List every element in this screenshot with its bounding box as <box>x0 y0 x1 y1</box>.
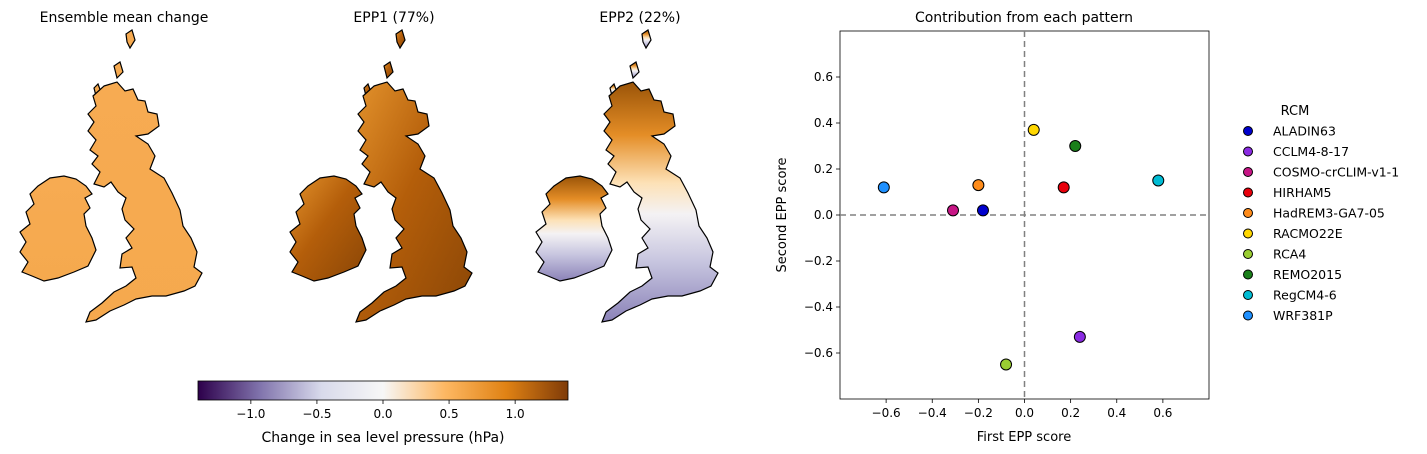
data-point-hadrem3-ga7-05 <box>972 179 985 192</box>
legend-item: HadREM3-GA7-05 <box>1243 206 1385 221</box>
legend-marker <box>1243 310 1253 321</box>
legend-item: COSMO-crCLIM-v1-1 <box>1243 165 1399 180</box>
legend-item: RCA4 <box>1243 247 1306 262</box>
x-tick-label: −0.2 <box>964 406 993 420</box>
data-point-hirham5 <box>1057 181 1070 194</box>
colorbar-label: Change in sea level pressure (hPa) <box>261 430 504 446</box>
legend-label: RegCM4-6 <box>1273 288 1337 303</box>
y-axis-label: Second EPP score <box>775 158 790 273</box>
y-tick-label: −0.4 <box>804 300 833 314</box>
legend-marker <box>1243 126 1253 136</box>
x-tick-label: −0.4 <box>918 406 947 420</box>
data-point-racmo22e <box>1027 123 1040 136</box>
x-tick-label: 0.6 <box>1153 406 1172 420</box>
legend-marker <box>1243 290 1253 300</box>
data-point-rca4 <box>1000 358 1013 371</box>
x-axis-label: First EPP score <box>977 430 1071 445</box>
x-tick-label: 0.0 <box>1015 406 1034 420</box>
uk-map-2 <box>289 29 473 323</box>
y-tick-label: 0.0 <box>814 208 833 222</box>
colorbar-tick-label: 0.0 <box>373 407 392 421</box>
map-panel-3: EPP2 (22%) <box>535 10 719 323</box>
data-point-cosmo-crclim-v1-1 <box>947 204 960 217</box>
map-panel-2: EPP1 (77%) <box>289 10 473 323</box>
legend-label: REMO2015 <box>1273 267 1342 282</box>
legend-item: RegCM4-6 <box>1243 288 1337 303</box>
y-tick-label: 0.4 <box>814 116 833 130</box>
legend-item: REMO2015 <box>1243 267 1342 282</box>
legend-item: RACMO22E <box>1243 226 1343 241</box>
legend-label: HadREM3-GA7-05 <box>1273 206 1385 221</box>
colorbar-tick-label: −1.0 <box>236 407 265 421</box>
legend-marker <box>1243 269 1253 280</box>
scatter-panel: Contribution from each pattern −0.6 −0.4 −… <box>775 10 1210 445</box>
legend-label: RCA4 <box>1273 247 1306 262</box>
legend-marker <box>1243 249 1253 259</box>
x-tick-label: 0.4 <box>1107 406 1126 420</box>
data-point-remo2015 <box>1069 140 1082 152</box>
legend-marker <box>1243 146 1253 157</box>
legend-label: ALADIN63 <box>1273 124 1336 139</box>
legend: RCM ALADIN63 CCLM4-8-17 COSMO-crCLIM-v1-1 H… <box>1243 104 1399 323</box>
legend-label: WRF381P <box>1273 308 1333 323</box>
x-tick-label: −0.6 <box>872 406 901 420</box>
map-title-3: EPP2 (22%) <box>599 10 680 26</box>
legend-label: RACMO22E <box>1273 226 1343 241</box>
legend-item: WRF381P <box>1243 308 1333 323</box>
map-panel-1: Ensemble mean change <box>19 10 209 323</box>
map-title-1: Ensemble mean change <box>40 10 209 26</box>
legend-label: HIRHAM5 <box>1273 185 1331 200</box>
legend-marker <box>1243 228 1253 239</box>
x-tick-label: 0.2 <box>1061 406 1080 420</box>
legend-marker <box>1243 208 1253 218</box>
legend-item: HIRHAM5 <box>1243 185 1331 200</box>
legend-item: CCLM4-8-17 <box>1243 144 1349 159</box>
legend-label: COSMO-crCLIM-v1-1 <box>1273 165 1399 180</box>
colorbar-bar <box>197 380 569 401</box>
uk-map-1 <box>19 29 203 323</box>
legend-label: CCLM4-8-17 <box>1273 144 1349 159</box>
legend-item: ALADIN63 <box>1243 124 1336 139</box>
data-point-wrf381p <box>877 181 890 194</box>
y-tick-label: 0.6 <box>814 70 833 84</box>
y-tick-label: −0.2 <box>804 254 833 268</box>
data-point-cclm4-8-17 <box>1073 330 1086 343</box>
y-tick-label: −0.6 <box>804 346 833 360</box>
data-point-aladin63 <box>976 204 989 217</box>
legend-marker <box>1243 167 1253 177</box>
colorbar: −1.0 −0.5 0.0 0.5 1.0 Change in sea level pr… <box>197 380 569 446</box>
colorbar-tick-label: 0.5 <box>440 407 459 421</box>
legend-title: RCM <box>1281 104 1310 119</box>
y-tick-label: 0.2 <box>814 162 833 176</box>
scatter-title: Contribution from each pattern <box>915 10 1133 26</box>
map-title-2: EPP1 (77%) <box>353 10 434 26</box>
data-point-regcm4-6 <box>1152 174 1165 187</box>
colorbar-tick-label: 1.0 <box>506 407 525 421</box>
legend-marker <box>1243 187 1253 198</box>
uk-map-3 <box>535 29 719 323</box>
colorbar-tick-label: −0.5 <box>302 407 331 421</box>
